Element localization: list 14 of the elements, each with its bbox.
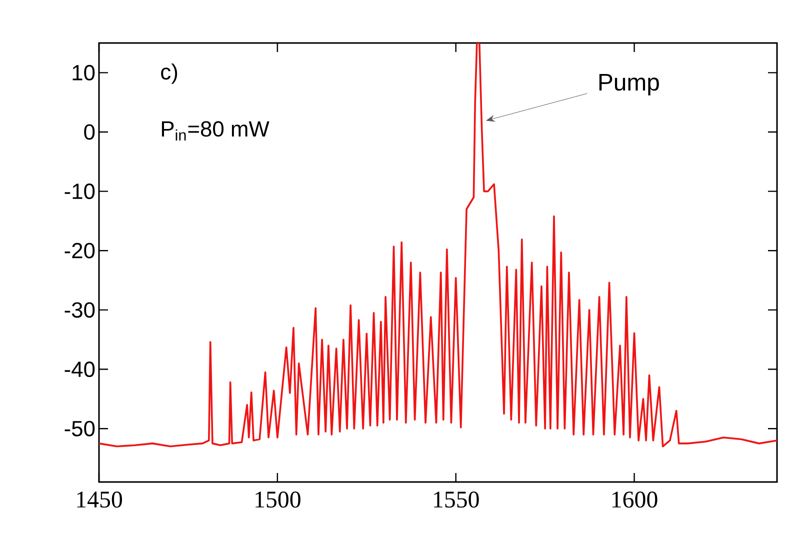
y-tick-label: -20 [64,242,95,258]
y-tick-label: -10 [64,184,95,200]
y-tick-label: 0 [84,124,95,140]
y-tick-label: -40 [64,362,95,378]
annotation: c) [161,64,178,84]
x-tick-label: 1550 [434,492,479,508]
annotation: P$_{in}$=80 mW [162,121,270,140]
y-tick-label: -50 [64,420,95,436]
x-tick-label: 1450 [77,492,122,508]
annotation: Pump [599,74,659,96]
x-tick-label: 1500 [256,492,300,508]
y-tick-label: 10 [72,64,95,80]
x-tick-label: 1600 [612,492,658,508]
y-tick-label: -30 [64,302,95,318]
